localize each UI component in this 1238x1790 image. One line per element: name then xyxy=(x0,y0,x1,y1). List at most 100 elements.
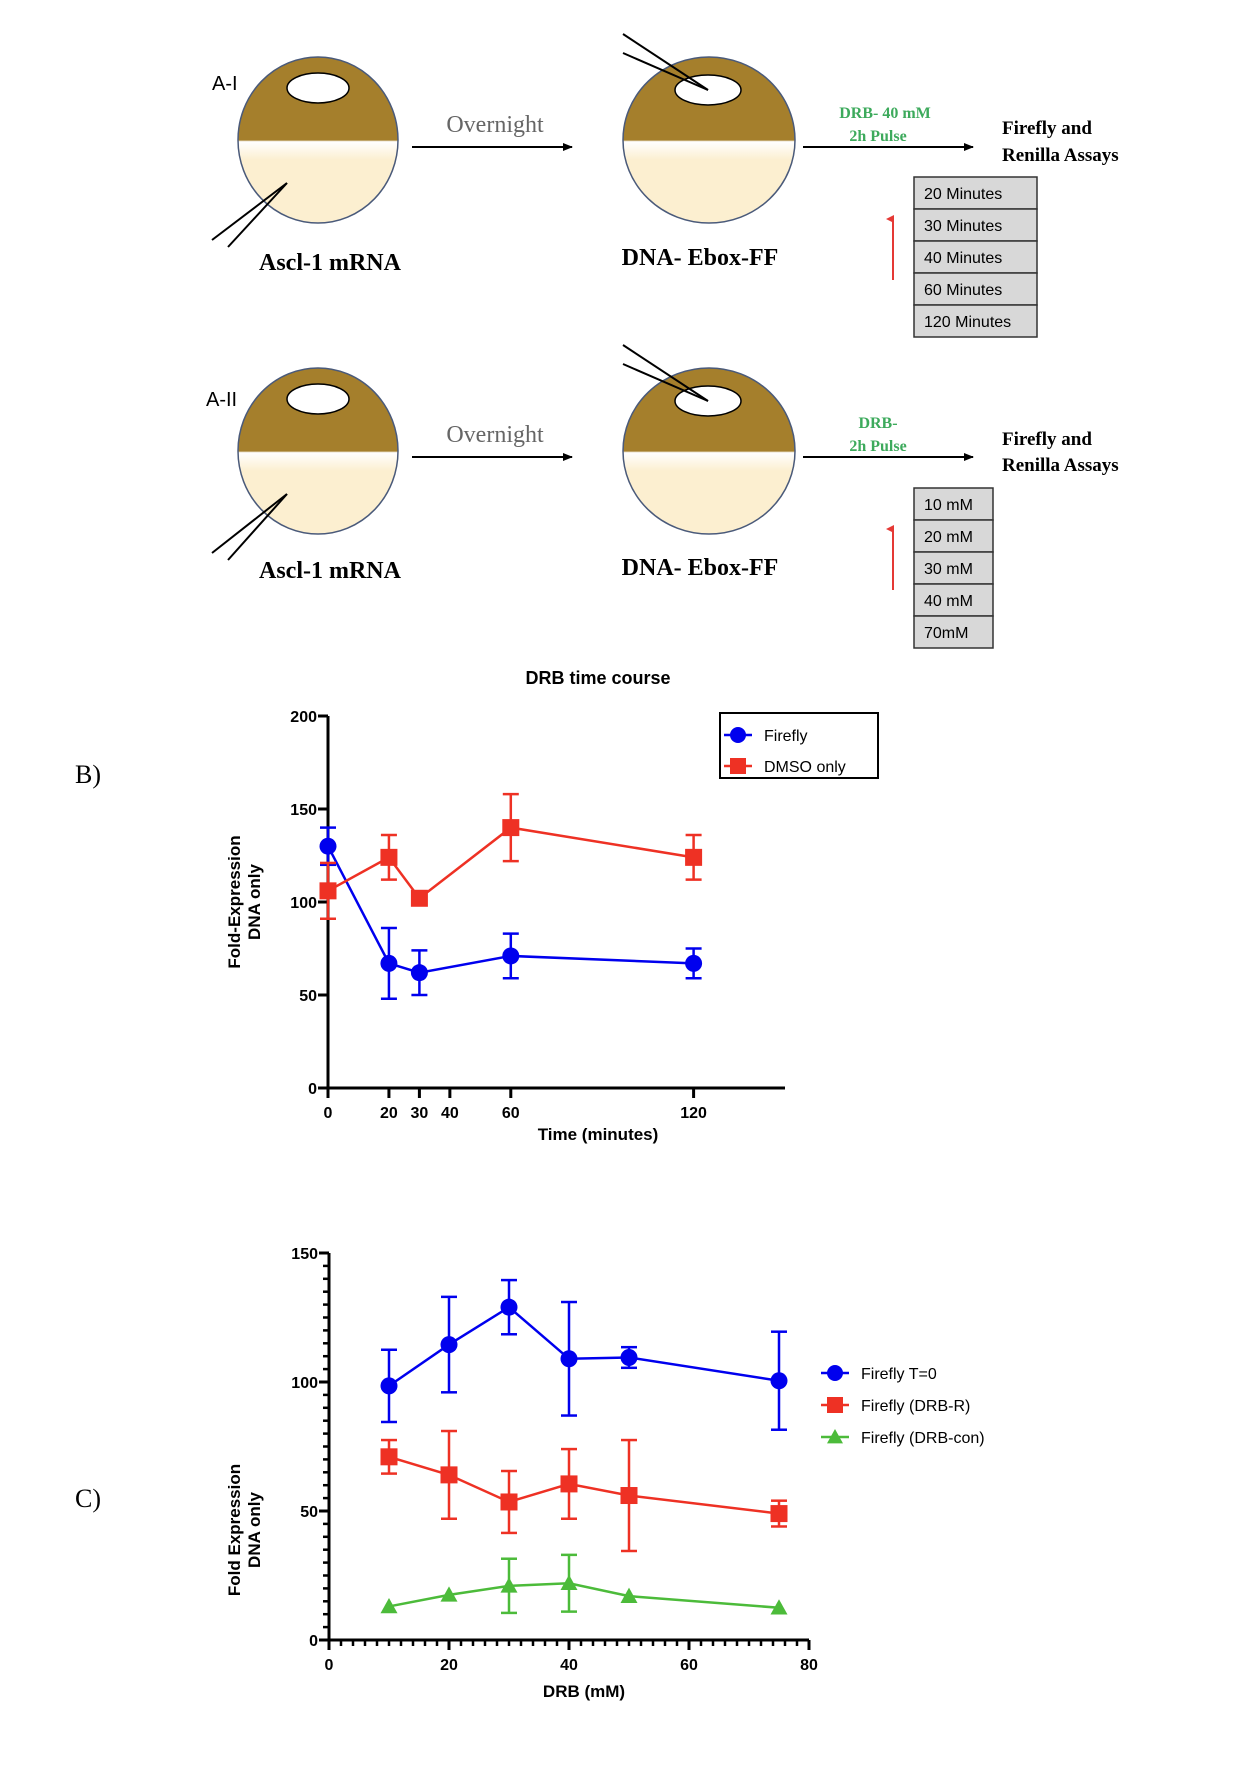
legend-item: Firefly T=0 xyxy=(821,1365,937,1383)
oocyte-1 xyxy=(211,56,399,248)
condition-cell: 20 mM xyxy=(913,519,994,553)
x-tick-label: 20 xyxy=(440,1657,458,1674)
treatment-line1: DRB- xyxy=(858,415,897,432)
oocyte-body xyxy=(622,56,796,224)
panel-c-label: C) xyxy=(75,1484,101,1513)
chart-title: DRB time course xyxy=(525,668,670,688)
data-point xyxy=(685,848,703,866)
y-axis-label-line2: DNA only xyxy=(245,1492,264,1568)
x-axis-label: Time (minutes) xyxy=(538,1125,659,1144)
legend: Firefly DMSO only xyxy=(719,712,879,779)
overnight-label: Overnight xyxy=(446,112,544,138)
y-axis-label: Fold Expression DNA only xyxy=(225,1464,264,1596)
condition-cell-box xyxy=(913,487,994,521)
legend-label: Firefly T=0 xyxy=(861,1366,937,1383)
condition-cell-box xyxy=(913,240,1038,274)
axes: 0 50 100 150 0 20 40 60 80 xyxy=(291,1246,818,1674)
y-tick-label: 150 xyxy=(291,1246,318,1263)
panel-b-label: B) xyxy=(75,760,101,789)
panel-a2: A-II Ascl-1 mRNA Overnight DNA- Ebox-FF … xyxy=(206,344,1119,649)
data-point xyxy=(770,1599,788,1615)
result-line2: Renilla Assays xyxy=(1002,455,1119,476)
injection-needle-icon xyxy=(211,182,288,248)
injection-needle-icon xyxy=(211,493,288,561)
treatment-line2: 2h Pulse xyxy=(849,128,906,145)
legend-marker-circle xyxy=(827,1365,843,1381)
condition-cell: 120 Minutes xyxy=(913,304,1038,338)
series-line xyxy=(388,1455,780,1515)
y-tick-label: 200 xyxy=(290,709,317,726)
data-point xyxy=(620,1487,638,1505)
condition-cell-box xyxy=(913,551,994,585)
condition-cell: 40 Minutes xyxy=(913,240,1038,274)
panel-a1-label: A-I xyxy=(212,73,238,95)
data-point xyxy=(410,964,428,982)
legend-marker-triangle xyxy=(827,1429,843,1444)
y-axis-label-line2: DNA only xyxy=(245,864,264,940)
oocyte-1-caption: Ascl-1 mRNA xyxy=(259,250,402,276)
condition-cell-label: 40 Minutes xyxy=(924,250,1002,267)
data-point xyxy=(380,1377,398,1395)
conditions-table: 20 Minutes 30 Minutes 40 Minutes 60 Minutes… xyxy=(913,176,1038,338)
series-line xyxy=(388,1581,780,1609)
oocyte-2-caption: DNA- Ebox-FF xyxy=(622,245,779,271)
legend-label: Firefly xyxy=(764,728,808,745)
condition-cell-label: 30 Minutes xyxy=(924,218,1002,235)
x-tick-label: 60 xyxy=(502,1105,520,1122)
x-tick-label: 40 xyxy=(441,1105,459,1122)
y-tick-label: 100 xyxy=(290,895,317,912)
y-tick-label: 100 xyxy=(291,1375,318,1392)
data-point xyxy=(685,954,703,972)
x-tick-label: 30 xyxy=(411,1105,429,1122)
condition-cell-box xyxy=(913,615,994,649)
legend: Firefly T=0 Firefly (DRB-R) Firefly (DRB-c… xyxy=(821,1365,985,1447)
data-point xyxy=(380,1597,398,1614)
legend-label: Firefly (DRB-R) xyxy=(861,1398,970,1415)
condition-cell-box xyxy=(913,208,1038,242)
condition-cell-label: 120 Minutes xyxy=(924,314,1011,331)
result-line1: Firefly and xyxy=(1002,118,1092,139)
series-firefly-drb-r xyxy=(380,1429,788,1553)
x-tick-label: 120 xyxy=(680,1105,707,1122)
data-point xyxy=(620,1587,638,1603)
condition-cell-label: 60 Minutes xyxy=(924,282,1002,299)
condition-cell: 30 Minutes xyxy=(913,208,1038,242)
data-point xyxy=(500,1298,518,1316)
data-point xyxy=(620,1348,638,1366)
series-firefly xyxy=(319,826,703,1000)
treatment-line1: DRB- 40 mM xyxy=(839,105,931,122)
result-line2: Renilla Assays xyxy=(1002,145,1119,166)
data-point xyxy=(380,954,398,972)
y-tick-label: 0 xyxy=(309,1633,318,1650)
data-point xyxy=(380,848,398,866)
panel-a1: A-I Ascl-1 mRNA Overnight DNA- Ebox-FF D… xyxy=(211,33,1119,338)
oocyte-4 xyxy=(622,344,796,535)
x-tick-label: 80 xyxy=(800,1657,818,1674)
data-point xyxy=(502,819,520,837)
x-tick-label: 20 xyxy=(380,1105,398,1122)
y-tick-label: 0 xyxy=(308,1081,317,1098)
condition-cell-label: 20 mM xyxy=(924,529,973,546)
data-point xyxy=(770,1505,788,1523)
legend-item: DMSO only xyxy=(724,758,846,776)
chart-c: Fold Expression DNA only DRB (mM) 0 50 100… xyxy=(225,1246,985,1701)
nucleus xyxy=(286,383,350,415)
condition-cell: 60 Minutes xyxy=(913,272,1038,306)
injection-needle-icon xyxy=(622,344,709,402)
x-axis-label: DRB (mM) xyxy=(543,1682,625,1701)
data-point xyxy=(502,947,520,965)
condition-cell: 70mM xyxy=(913,615,994,649)
y-tick-label: 50 xyxy=(299,988,317,1005)
series-dmso-only xyxy=(319,792,703,920)
y-axis-label-line1: Fold-Expression xyxy=(225,835,244,968)
y-tick-label: 50 xyxy=(300,1504,318,1521)
y-tick-label: 150 xyxy=(290,802,317,819)
legend-item: Firefly (DRB-con) xyxy=(821,1429,985,1447)
legend-marker-square xyxy=(827,1397,843,1413)
chart-b: DRB time course Fold-Expression DNA only… xyxy=(225,668,879,1144)
data-point xyxy=(440,1586,458,1602)
conditions-table: 10 mM 20 mM 30 mM 40 mM 70mM xyxy=(913,487,994,649)
data-point xyxy=(770,1372,788,1390)
x-tick-label: 0 xyxy=(325,1657,334,1674)
series-layer xyxy=(319,792,703,1000)
